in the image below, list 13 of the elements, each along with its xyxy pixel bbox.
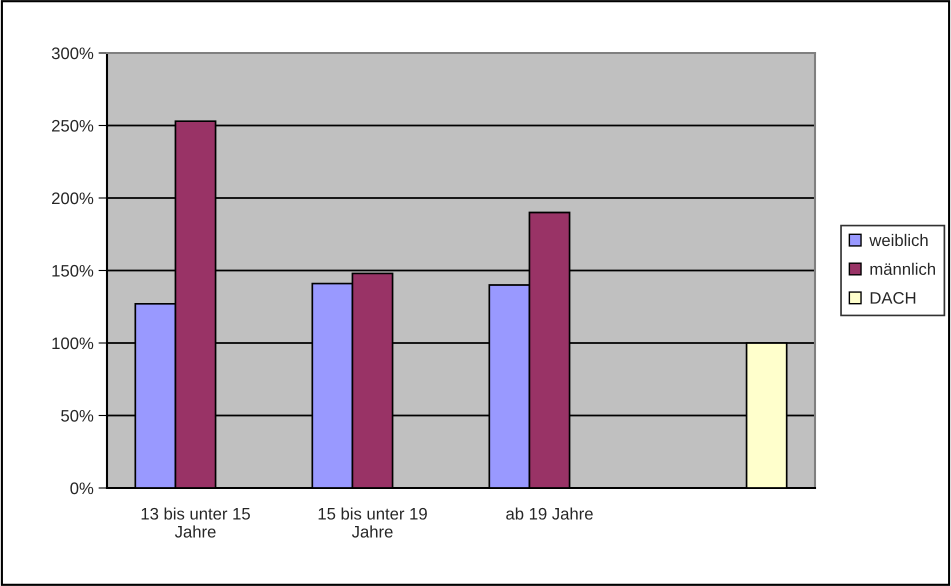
y-tick-label: 0% (70, 482, 94, 494)
legend-label: weiblich (869, 234, 928, 246)
x-tick-label: ab 19 Jahre (506, 507, 593, 520)
x-tick-label: 15 bis unter 19 Jahre (318, 507, 427, 538)
y-tick-label: 250% (52, 120, 94, 132)
y-tick-label: 300% (52, 47, 94, 60)
y-tick-label: 50% (61, 410, 94, 422)
y-tick-label: 200% (52, 192, 94, 204)
legend-label: männlich (870, 262, 935, 275)
x-tick-label: 13 bis unter 15 Jahre (142, 507, 250, 538)
y-tick-label: 100% (52, 337, 94, 350)
legend-label: DACH (870, 292, 916, 304)
y-tick-label: 150% (52, 264, 94, 277)
